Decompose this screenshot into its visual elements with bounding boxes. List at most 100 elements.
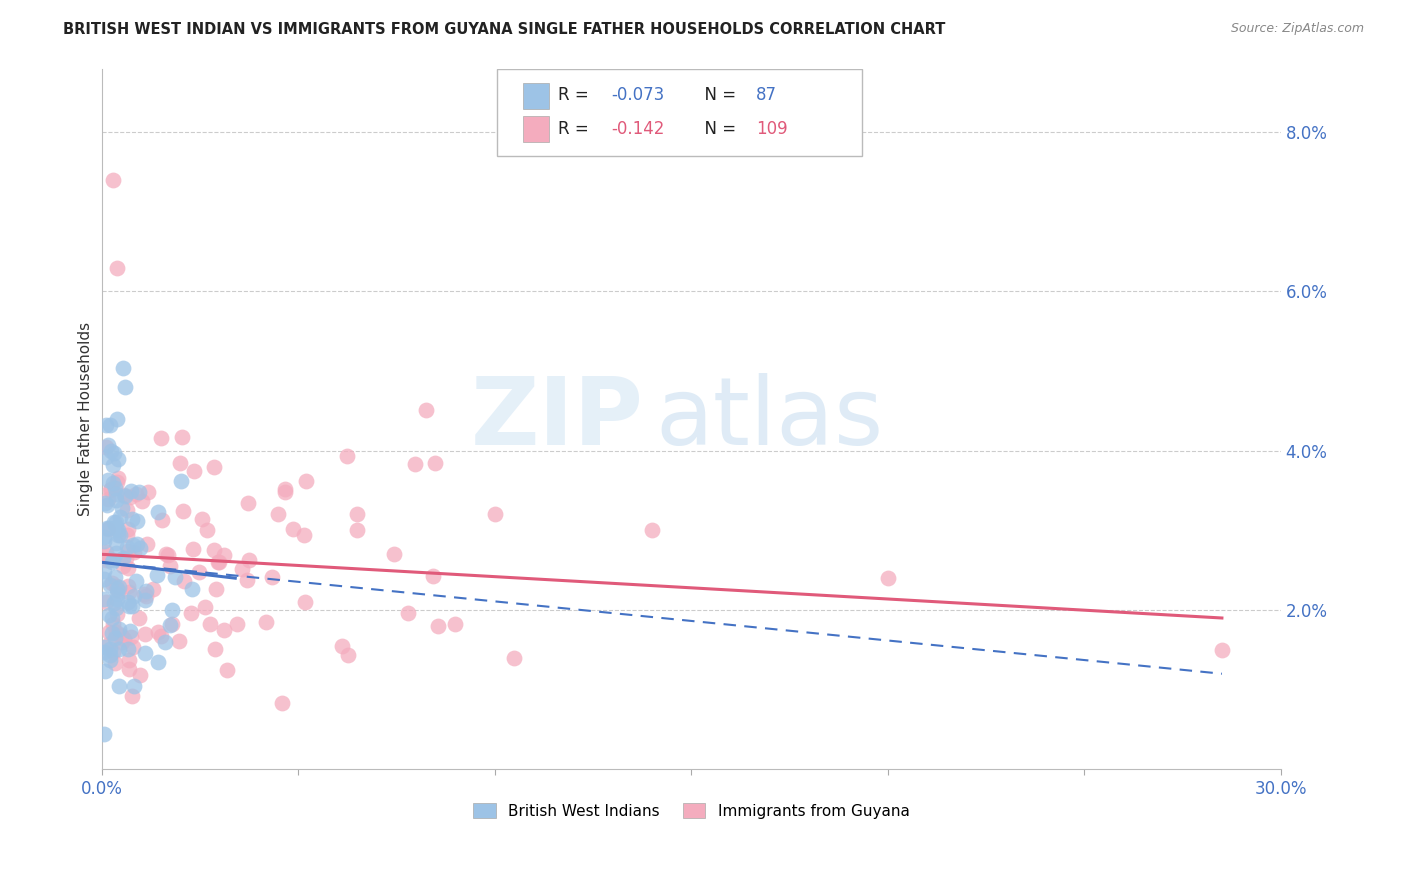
Point xyxy=(267,508,290,522)
Point xyxy=(103,516,125,530)
Point xyxy=(103,445,125,459)
Point xyxy=(212,623,235,637)
Point xyxy=(93,572,115,586)
Point xyxy=(98,608,121,623)
Point xyxy=(112,550,135,565)
Point xyxy=(121,512,143,526)
Point xyxy=(105,493,128,508)
Point xyxy=(118,599,141,614)
Point xyxy=(274,484,297,499)
Point xyxy=(110,628,132,642)
Point xyxy=(93,533,115,548)
Point xyxy=(425,456,447,470)
Point xyxy=(97,491,120,506)
Point xyxy=(125,574,148,589)
Point xyxy=(98,578,121,592)
Point xyxy=(94,496,117,510)
Point xyxy=(641,524,664,538)
Point xyxy=(98,637,121,651)
Point xyxy=(98,624,121,639)
Point xyxy=(273,482,295,496)
Text: 109: 109 xyxy=(756,120,787,137)
Point xyxy=(270,697,292,711)
Text: Source: ZipAtlas.com: Source: ZipAtlas.com xyxy=(1230,22,1364,36)
Legend: British West Indians, Immigrants from Guyana: British West Indians, Immigrants from Gu… xyxy=(467,797,915,825)
Point xyxy=(105,587,128,601)
Point xyxy=(94,544,117,558)
Point xyxy=(115,527,138,541)
Point xyxy=(346,524,368,538)
Point xyxy=(236,574,259,588)
Point xyxy=(382,547,405,561)
Point xyxy=(503,650,526,665)
Point xyxy=(101,625,124,640)
Point xyxy=(160,617,183,632)
Point xyxy=(97,438,120,452)
Point xyxy=(118,662,141,676)
Point xyxy=(122,538,145,552)
Point xyxy=(104,515,127,529)
Point xyxy=(107,471,129,485)
Point xyxy=(96,522,118,536)
Point xyxy=(134,627,156,641)
Point xyxy=(108,580,131,594)
Point xyxy=(194,599,217,614)
Point xyxy=(127,537,149,551)
Point xyxy=(173,574,195,589)
Point xyxy=(131,494,153,508)
Text: R =: R = xyxy=(558,120,593,137)
Point xyxy=(404,457,426,471)
Point xyxy=(231,562,253,576)
Point xyxy=(107,528,129,542)
Point xyxy=(108,679,131,693)
Point xyxy=(444,616,467,631)
Point xyxy=(105,475,128,489)
Point xyxy=(105,625,128,640)
Point xyxy=(484,508,506,522)
FancyBboxPatch shape xyxy=(496,69,862,156)
Point xyxy=(101,611,124,625)
Point xyxy=(195,523,218,537)
Point xyxy=(97,553,120,567)
Y-axis label: Single Father Households: Single Father Households xyxy=(79,322,93,516)
Point xyxy=(138,485,160,500)
Point xyxy=(93,564,115,578)
Point xyxy=(93,727,115,741)
Point xyxy=(117,543,139,558)
Point xyxy=(111,634,134,648)
Text: -0.142: -0.142 xyxy=(612,120,665,137)
Point xyxy=(169,457,191,471)
Point xyxy=(336,449,359,463)
Point xyxy=(118,624,141,638)
Point xyxy=(98,521,121,535)
Point xyxy=(396,606,419,620)
Point xyxy=(105,412,128,426)
Point xyxy=(98,642,121,657)
Bar xyxy=(523,116,548,142)
Point xyxy=(155,547,177,561)
Point xyxy=(181,542,204,557)
Point xyxy=(105,592,128,607)
Point xyxy=(170,430,193,444)
Point xyxy=(103,173,125,187)
Point xyxy=(191,512,214,526)
Point xyxy=(129,541,152,555)
Point xyxy=(108,641,131,656)
Point xyxy=(101,458,124,472)
Text: -0.073: -0.073 xyxy=(612,87,664,104)
Point xyxy=(105,582,128,597)
Point xyxy=(94,595,117,609)
Point xyxy=(217,663,239,677)
Point xyxy=(262,570,284,584)
Point xyxy=(114,550,136,565)
Point xyxy=(125,487,148,501)
Text: ZIP: ZIP xyxy=(471,373,644,465)
Point xyxy=(136,537,159,551)
Point xyxy=(105,535,128,549)
Point xyxy=(104,570,127,584)
Point xyxy=(111,360,134,375)
Point xyxy=(294,595,316,609)
Point xyxy=(104,481,127,495)
Point xyxy=(159,559,181,574)
Point xyxy=(101,617,124,632)
